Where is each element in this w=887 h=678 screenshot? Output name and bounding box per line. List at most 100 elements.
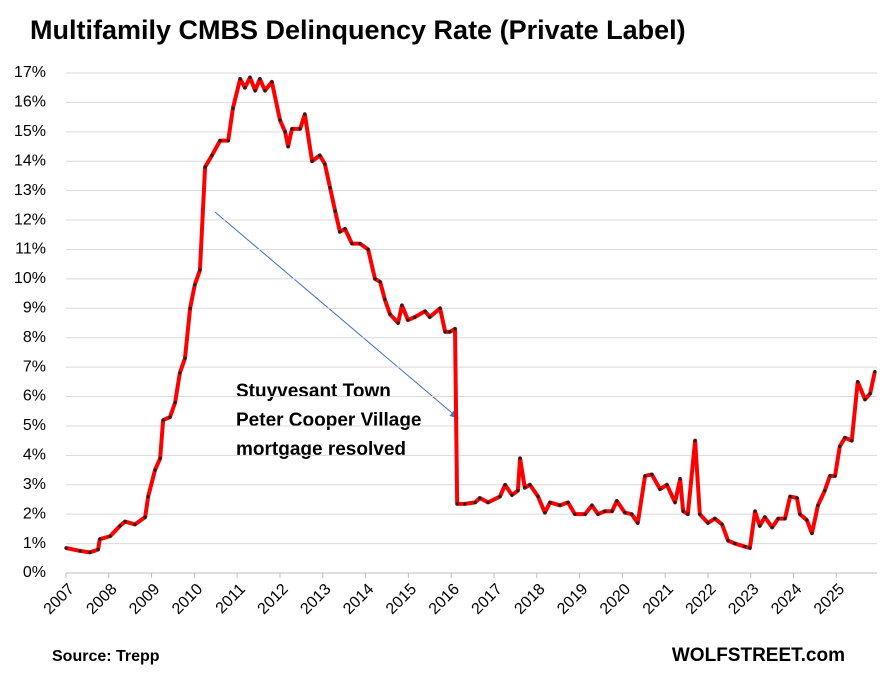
data-point xyxy=(823,488,827,493)
data-point xyxy=(630,512,634,516)
data-point xyxy=(650,472,654,477)
data-point xyxy=(423,309,427,313)
data-point xyxy=(863,397,867,402)
x-tick-label: 2017 xyxy=(469,581,506,618)
data-point xyxy=(763,515,767,519)
data-point xyxy=(770,525,774,530)
data-point xyxy=(868,391,872,396)
data-point xyxy=(596,512,600,516)
data-point xyxy=(358,241,362,246)
data-point xyxy=(473,500,477,505)
data-point xyxy=(503,483,507,487)
x-tick-label: 2018 xyxy=(511,581,548,618)
data-point xyxy=(523,486,527,490)
data-point xyxy=(486,500,490,505)
data-point xyxy=(158,456,162,460)
x-tick-label: 2020 xyxy=(597,581,634,618)
data-point xyxy=(558,503,562,508)
data-point xyxy=(510,493,514,497)
data-point xyxy=(758,524,762,528)
x-tick-label: 2021 xyxy=(640,581,677,618)
data-point xyxy=(118,524,122,528)
data-point xyxy=(681,509,685,513)
data-point xyxy=(298,127,302,131)
data-point xyxy=(720,522,724,527)
data-point xyxy=(753,509,757,513)
x-tick-label: 2024 xyxy=(768,581,805,618)
data-point xyxy=(290,127,294,131)
y-tick-label: 2% xyxy=(23,505,46,522)
data-point xyxy=(373,277,377,281)
data-point xyxy=(318,153,322,158)
data-point xyxy=(850,438,854,443)
data-point xyxy=(218,138,222,143)
data-point xyxy=(615,499,619,503)
y-tick-label: 4% xyxy=(23,447,46,464)
data-point xyxy=(536,494,540,499)
data-point xyxy=(610,509,614,513)
data-point xyxy=(798,512,802,516)
data-point xyxy=(693,438,697,443)
x-tick-label: 2015 xyxy=(383,581,420,618)
data-point xyxy=(173,400,177,405)
y-tick-label: 11% xyxy=(15,241,46,258)
data-point xyxy=(253,88,257,93)
data-point xyxy=(783,516,787,521)
y-tick-label: 16% xyxy=(14,94,46,111)
data-point xyxy=(366,247,370,252)
y-tick-label: 8% xyxy=(23,329,46,346)
data-point xyxy=(203,165,207,169)
x-tick-label: 2014 xyxy=(340,581,377,618)
y-tick-label: 3% xyxy=(23,476,46,493)
data-point xyxy=(270,80,274,84)
y-tick-label: 15% xyxy=(14,123,46,140)
data-point xyxy=(98,537,102,541)
data-point xyxy=(226,138,230,143)
data-point xyxy=(843,436,847,440)
data-point xyxy=(378,280,382,284)
data-point xyxy=(573,512,577,516)
data-point xyxy=(350,241,354,246)
annotation: mortgage resolved xyxy=(236,439,406,460)
data-point xyxy=(453,327,457,331)
data-point xyxy=(590,503,594,508)
y-tick-label: 14% xyxy=(14,152,46,169)
data-point xyxy=(583,512,587,516)
annotation-arrow xyxy=(214,211,459,419)
data-point xyxy=(278,118,282,122)
data-point xyxy=(168,415,172,419)
y-tick-label: 9% xyxy=(23,300,46,317)
data-point xyxy=(548,500,552,505)
data-point xyxy=(328,186,332,190)
data-point xyxy=(188,306,192,310)
data-point xyxy=(400,303,404,308)
data-point xyxy=(776,516,780,521)
data-line xyxy=(65,75,877,555)
data-point xyxy=(123,519,127,524)
data-point xyxy=(810,531,814,535)
data-point xyxy=(183,356,187,360)
data-point xyxy=(873,369,877,374)
data-point xyxy=(96,547,100,552)
data-point xyxy=(498,494,502,499)
data-point xyxy=(448,330,452,334)
x-tick-label: 2016 xyxy=(426,581,463,618)
data-point xyxy=(838,444,842,449)
data-point xyxy=(463,502,467,506)
data-point xyxy=(388,312,392,316)
y-tick-label: 5% xyxy=(23,417,46,434)
y-tick-label: 6% xyxy=(23,388,46,405)
data-point xyxy=(455,502,459,506)
annotation: Peter Cooper Village xyxy=(236,410,422,431)
data-point xyxy=(658,487,662,491)
data-point xyxy=(726,538,730,543)
data-point xyxy=(198,268,202,272)
data-point xyxy=(733,541,737,546)
y-tick-label: 0% xyxy=(23,564,46,581)
x-tick-label: 2007 xyxy=(41,581,78,618)
data-point xyxy=(178,371,182,375)
data-point xyxy=(108,534,112,538)
data-point xyxy=(623,511,627,515)
data-point xyxy=(310,159,314,163)
